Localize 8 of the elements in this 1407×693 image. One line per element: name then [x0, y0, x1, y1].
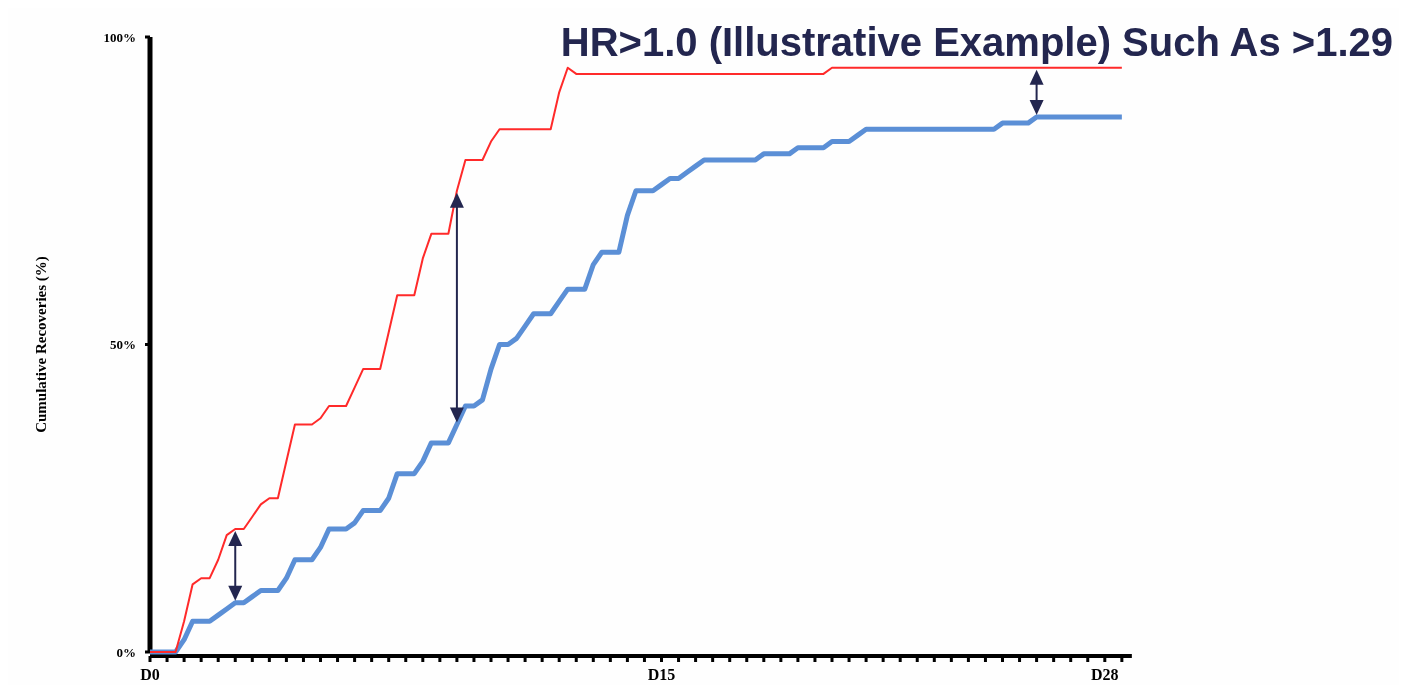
y-tick-label: 100% — [103, 29, 136, 45]
x-tick-label: D0 — [140, 666, 160, 683]
y-tick-label: 50% — [110, 337, 136, 353]
chart-title: HR>1.0 (Illustrative Example) Such As >1.29 — [560, 20, 1393, 64]
x-tick-label: D15 — [647, 666, 676, 683]
y-tick-label: 0% — [116, 644, 136, 660]
x-tick-label: D28 — [1091, 666, 1119, 683]
y-axis-title: Cumulative Recoveries (%) — [33, 256, 50, 433]
